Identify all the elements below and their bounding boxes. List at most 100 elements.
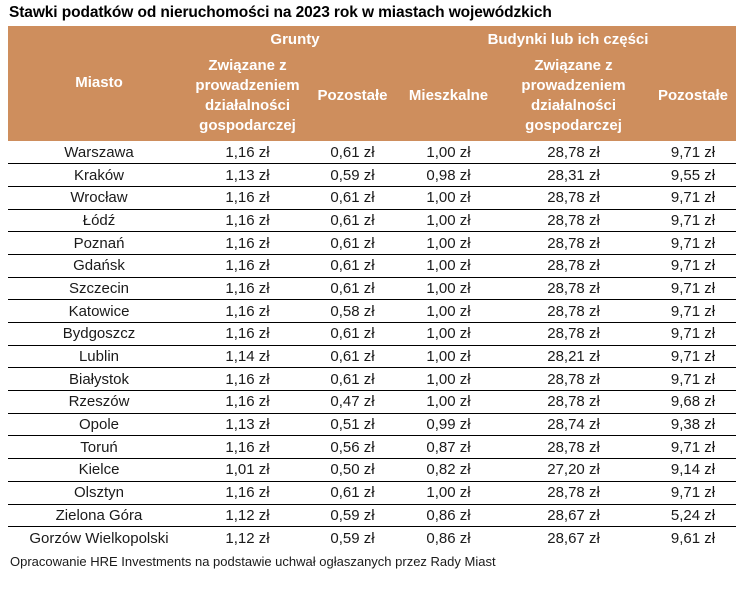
value-cell: 28,78 zł <box>497 322 651 346</box>
value-cell: 28,78 zł <box>497 141 651 165</box>
table-row: Katowice 1,16 zł 0,58 zł 1,00 zł 28,78 zł 9,7… <box>8 299 737 323</box>
value-cell: 1,16 zł <box>190 299 305 323</box>
value-cell: 28,78 zł <box>497 299 651 323</box>
header-grunty-pozostale: Pozostałe <box>305 51 401 141</box>
value-cell: 1,16 zł <box>190 254 305 278</box>
city-cell: Rzeszów <box>8 390 190 414</box>
table-row: Toruń 1,16 zł 0,56 zł 0,87 zł 28,78 zł 9,71 z… <box>8 435 737 460</box>
value-cell: 1,16 zł <box>190 390 305 414</box>
value-cell: 0,86 zł <box>400 504 498 528</box>
value-cell: 0,61 zł <box>305 186 401 210</box>
value-cell: 28,31 zł <box>497 163 651 187</box>
value-cell: 0,50 zł <box>305 458 401 482</box>
value-cell: 9,38 zł <box>650 413 737 437</box>
value-cell: 9,61 zł <box>670 529 716 547</box>
header-group-row: Miasto Grunty Budynki lub ich części <box>8 26 737 141</box>
value-cell: 9,71 zł <box>650 299 737 323</box>
value-cell: 1,16 zł <box>190 435 305 460</box>
value-cell: 9,71 zł <box>650 345 737 369</box>
value-cell: 0,87 zł <box>400 435 498 460</box>
value-cell: 9,55 zł <box>650 163 737 187</box>
value-cell: 28,78 zł <box>497 481 651 505</box>
value-cell: 1,00 zł <box>400 390 498 414</box>
value-cell: 1,12 zł <box>225 529 270 547</box>
value-cell: 9,71 zł <box>650 209 737 233</box>
table-row: Rzeszów 1,16 zł 0,47 zł 1,00 zł 28,78 zł 9,68… <box>8 390 737 414</box>
city-cell: Kielce <box>8 458 190 482</box>
value-cell: 28,67 zł <box>497 504 651 528</box>
value-cell: 0,61 zł <box>305 277 401 301</box>
city-cell: Bydgoszcz <box>8 322 190 346</box>
value-cell: 0,86 zł <box>426 529 471 547</box>
value-cell: 28,78 zł <box>497 186 651 210</box>
value-cell: 28,78 zł <box>497 367 651 392</box>
value-cell: 0,61 zł <box>305 322 401 346</box>
city-cell: Poznań <box>8 231 190 255</box>
value-cell: 0,99 zł <box>400 413 498 437</box>
source-note: Opracowanie HRE Investments na podstawie… <box>10 554 496 570</box>
header-group-grunty: Grunty <box>190 26 401 51</box>
city-cell: Gdańsk <box>8 254 190 278</box>
value-cell: 28,78 zł <box>497 277 651 301</box>
value-cell: 0,61 zł <box>305 367 401 392</box>
value-cell: 1,00 zł <box>400 254 498 278</box>
city-cell: Szczecin <box>8 277 190 301</box>
value-cell: 1,00 zł <box>400 277 498 301</box>
table-row: Zielona Góra 1,12 zł 0,59 zł 0,86 zł 28,67 z… <box>8 504 737 528</box>
value-cell: 9,14 zł <box>650 458 737 482</box>
value-cell: 9,71 zł <box>650 481 737 505</box>
tax-rates-table: Miasto Grunty Budynki lub ich części Zwi… <box>8 26 737 550</box>
header-grunty-dzialalnosc: Związane z prowadzeniem działalności gos… <box>190 51 305 141</box>
value-cell: 1,16 zł <box>190 367 305 392</box>
value-cell: 1,16 zł <box>190 277 305 301</box>
value-cell: 1,00 zł <box>400 299 498 323</box>
value-cell: 1,00 zł <box>400 231 498 255</box>
value-cell: 0,61 zł <box>305 209 401 233</box>
value-cell: 1,16 zł <box>190 322 305 346</box>
header-budynki-mieszkalne: Mieszkalne <box>400 51 498 141</box>
table-row: Poznań 1,16 zł 0,61 zł 1,00 zł 28,78 zł 9,71 … <box>8 231 737 255</box>
page-title: Stawki podatków od nieruchomości na 2023… <box>9 4 552 21</box>
table-row: Kraków 1,13 zł 0,59 zł 0,98 zł 28,31 zł 9,55 … <box>8 163 737 187</box>
table-row: Lublin 1,14 zł 0,61 zł 1,00 zł 28,21 zł 9,71 … <box>8 345 737 369</box>
table-row: Bydgoszcz 1,16 zł 0,61 zł 1,00 zł 28,78 zł 9,… <box>8 322 737 346</box>
value-cell: 9,71 zł <box>650 277 737 301</box>
table-row: Gorzów Wielkopolski 1,12 zł 0,59 zł 0,86 zł… <box>8 527 736 550</box>
city-cell: Warszawa <box>8 141 190 165</box>
value-cell: 9,71 zł <box>650 435 737 460</box>
value-cell: 0,47 zł <box>305 390 401 414</box>
city-cell: Wrocław <box>8 186 190 210</box>
value-cell: 0,59 zł <box>305 163 401 187</box>
value-cell: 1,00 zł <box>400 345 498 369</box>
value-cell: 0,98 zł <box>400 163 498 187</box>
value-cell: 1,16 zł <box>190 141 305 165</box>
header-budynki-pozostale: Pozostałe <box>650 51 737 141</box>
value-cell: 0,61 zł <box>305 141 401 165</box>
value-cell: 9,71 zł <box>650 231 737 255</box>
value-cell: 28,78 zł <box>497 390 651 414</box>
value-cell: 0,61 zł <box>305 345 401 369</box>
table-row: Białystok 1,16 zł 0,61 zł 1,00 zł 28,78 zł 9,… <box>8 367 737 392</box>
value-cell: 9,71 zł <box>650 186 737 210</box>
table-body: Warszawa 1,16 zł 0,61 zł 1,00 zł 28,78 zł 9,7… <box>8 141 737 550</box>
header-group-budynki: Budynki lub ich części <box>400 26 737 51</box>
value-cell: 1,00 zł <box>400 186 498 210</box>
value-cell: 1,01 zł <box>190 458 305 482</box>
table-row: Olsztyn 1,16 zł 0,61 zł 1,00 zł 28,78 zł 9,71… <box>8 481 737 505</box>
value-cell: 28,67 zł <box>547 529 600 547</box>
value-cell: 27,20 zł <box>497 458 651 482</box>
city-cell: Łódź <box>8 209 190 233</box>
value-cell: 1,16 zł <box>190 186 305 210</box>
value-cell: 0,51 zł <box>305 413 401 437</box>
value-cell: 1,16 zł <box>190 209 305 233</box>
city-cell: Katowice <box>8 299 190 323</box>
value-cell: 1,00 zł <box>400 141 498 165</box>
value-cell: 9,71 zł <box>650 254 737 278</box>
table-row: Łódź 1,16 zł 0,61 zł 1,00 zł 28,78 zł 9,71 zł <box>8 209 737 233</box>
value-cell: 1,00 zł <box>400 322 498 346</box>
city-cell: Opole <box>8 413 190 437</box>
city-cell: Toruń <box>8 435 190 460</box>
table-row: Warszawa 1,16 zł 0,61 zł 1,00 zł 28,78 zł 9,7… <box>8 141 737 165</box>
value-cell: 1,00 zł <box>400 367 498 392</box>
header-city-column: Miasto <box>8 26 190 141</box>
